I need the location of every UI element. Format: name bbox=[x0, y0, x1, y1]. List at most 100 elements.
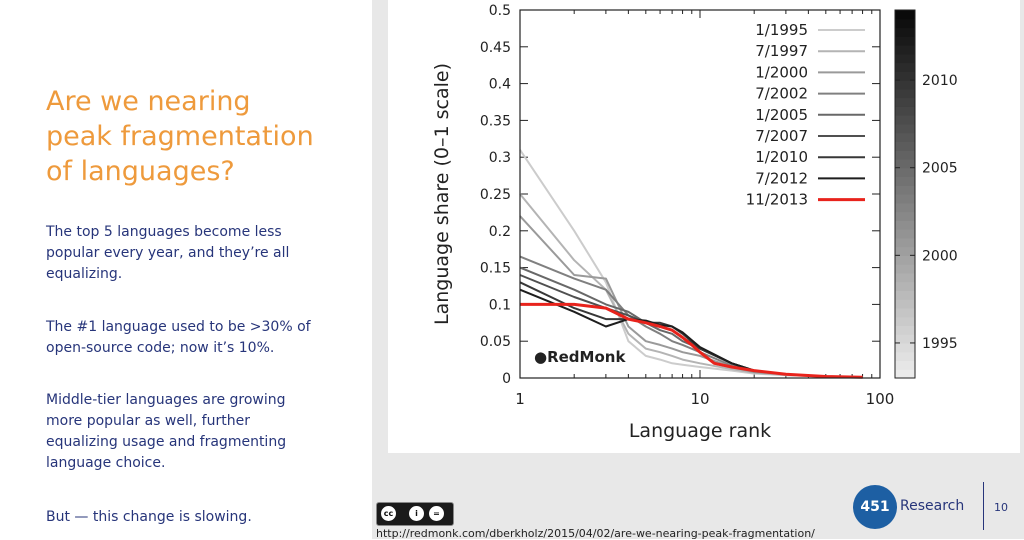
legend-label: 1/2005 bbox=[755, 106, 808, 124]
y-tick-label: 0 bbox=[502, 371, 511, 387]
y-tick-label: 0.4 bbox=[489, 77, 511, 93]
colorbar-segment bbox=[895, 176, 915, 186]
bullet-paragraph: The top 5 languages become less popular … bbox=[46, 222, 346, 285]
y-tick-label: 0.1 bbox=[489, 297, 511, 313]
colorbar-segment bbox=[895, 369, 915, 379]
y-tick-label: 0.3 bbox=[489, 150, 511, 166]
y-tick-label: 0.2 bbox=[489, 224, 511, 240]
colorbar-segment bbox=[895, 202, 915, 213]
colorbar-segment bbox=[895, 10, 915, 20]
legend-entry-background bbox=[728, 102, 868, 121]
legend-entry-background bbox=[728, 145, 868, 164]
bullet-paragraph: The #1 language used to be >30% of open-… bbox=[46, 317, 346, 359]
colorbar-segment bbox=[895, 27, 915, 37]
x-axis-label: Language rank bbox=[629, 420, 771, 442]
colorbar-segment bbox=[895, 88, 915, 99]
paragraph-line: open-source code; now it’s 10%. bbox=[46, 340, 275, 356]
slide-number: 10 bbox=[994, 501, 1008, 514]
language-share-chart: 1 10 100 0 0.05 0.1 0.15 0.2 0.25 0.3 0.35 0.4 0.45 0… bbox=[431, 3, 958, 442]
slide-title-line: peak fragmentation bbox=[46, 121, 314, 152]
legend-label: 1/2010 bbox=[755, 148, 808, 166]
451-research-logo-icon: 451 bbox=[853, 485, 897, 529]
legend-label: 11/2013 bbox=[746, 191, 808, 209]
colorbar-segment bbox=[895, 71, 915, 81]
colorbar-segment bbox=[895, 53, 915, 64]
colorbar-segment bbox=[895, 360, 915, 370]
slide-title-line: of languages? bbox=[46, 156, 235, 187]
colorbar-segment bbox=[895, 62, 915, 72]
paragraph-line: Middle-tier languages are growing bbox=[46, 392, 286, 408]
legend-entry-background bbox=[728, 60, 868, 79]
colorbar-segment bbox=[895, 115, 915, 125]
slide-title-line: Are we nearing bbox=[46, 86, 251, 117]
x-tick-label: 1 bbox=[515, 390, 525, 408]
paragraph-line: The top 5 languages become less bbox=[46, 224, 282, 240]
colorbar-segment bbox=[895, 132, 915, 143]
colorbar-segment bbox=[895, 281, 915, 291]
colorbar-segment bbox=[895, 325, 915, 335]
bullet-paragraph: Middle-tier languages are growing more p… bbox=[46, 390, 346, 474]
colorbar-segment bbox=[895, 141, 915, 151]
colorbar-segment bbox=[895, 150, 915, 160]
colorbar-segment bbox=[895, 97, 915, 107]
text-panel bbox=[0, 0, 372, 539]
colorbar-label: 2000 bbox=[922, 248, 958, 264]
paragraph-line: popular every year, and they’re all bbox=[46, 245, 290, 261]
colorbar-segment bbox=[895, 18, 915, 29]
colorbar-segment bbox=[895, 255, 915, 265]
colorbar-segment bbox=[895, 80, 915, 90]
colorbar-segment bbox=[895, 185, 915, 195]
colorbar-segment bbox=[895, 237, 915, 248]
colorbar-segment bbox=[895, 307, 915, 318]
colorbar-segment bbox=[895, 342, 915, 353]
colorbar-segment bbox=[895, 158, 915, 169]
legend-label: 1/2000 bbox=[755, 63, 808, 81]
colorbar-segment bbox=[895, 45, 915, 55]
legend-entry-background bbox=[728, 39, 868, 58]
y-tick-label: 0.15 bbox=[480, 261, 511, 277]
no-derivatives-icon: = bbox=[429, 506, 444, 521]
colorbar-segment bbox=[895, 264, 915, 274]
paragraph-line: language choice. bbox=[46, 455, 166, 471]
creative-commons-badge[interactable]: cc i = bbox=[376, 502, 454, 526]
colorbar-frame bbox=[894, 9, 916, 379]
legend-label: 7/1997 bbox=[755, 42, 808, 60]
colorbar-label: 2005 bbox=[922, 161, 958, 177]
paragraph-line: The #1 language used to be >30% of bbox=[46, 319, 311, 335]
colorbar-segment bbox=[895, 229, 915, 239]
colorbar-segment bbox=[895, 290, 915, 300]
legend-label: 7/2012 bbox=[755, 169, 808, 187]
y-tick-label: 0.05 bbox=[480, 334, 511, 350]
colorbar-segment bbox=[895, 194, 915, 204]
cc-icon: cc bbox=[381, 506, 396, 521]
x-tick-label: 10 bbox=[690, 390, 709, 408]
colorbar-segment bbox=[895, 220, 915, 230]
legend-label: 7/2007 bbox=[755, 127, 808, 145]
y-tick-label: 0.35 bbox=[480, 113, 511, 129]
legend-entry-background bbox=[728, 124, 868, 142]
colorbar-segment bbox=[895, 299, 915, 309]
paragraph-line: equalizing usage and fragmenting bbox=[46, 434, 287, 450]
colorbar-segment bbox=[895, 36, 915, 46]
colorbar-segment bbox=[895, 211, 915, 221]
y-tick-label: 0.25 bbox=[480, 187, 511, 203]
paragraph-line: more popular as well, further bbox=[46, 413, 250, 429]
legend-label: 7/2002 bbox=[755, 85, 808, 103]
logo-wordmark: Research bbox=[900, 498, 965, 514]
footer-divider bbox=[983, 482, 984, 530]
colorbar-segment bbox=[895, 246, 915, 256]
attribution-icon: i bbox=[409, 506, 424, 521]
slide-title: Are we nearing peak fragmentation of lan… bbox=[46, 84, 366, 189]
y-tick-label: 0.45 bbox=[480, 40, 511, 56]
x-tick-label: 100 bbox=[866, 390, 895, 408]
colorbar-segment bbox=[895, 272, 915, 283]
redmonk-watermark: ●RedMonk bbox=[534, 348, 626, 366]
series-line bbox=[520, 302, 863, 379]
source-link[interactable]: http://redmonk.com/dberkholz/2015/04/02/… bbox=[376, 527, 815, 540]
colorbar-label: 2010 bbox=[922, 73, 958, 89]
y-axis-label: Language share (0–1 scale) bbox=[431, 63, 453, 325]
legend-label: 1/1995 bbox=[755, 21, 808, 39]
legend-entry-background bbox=[728, 166, 868, 185]
legend-entry-background bbox=[728, 81, 868, 100]
colorbar-segment bbox=[895, 167, 915, 178]
